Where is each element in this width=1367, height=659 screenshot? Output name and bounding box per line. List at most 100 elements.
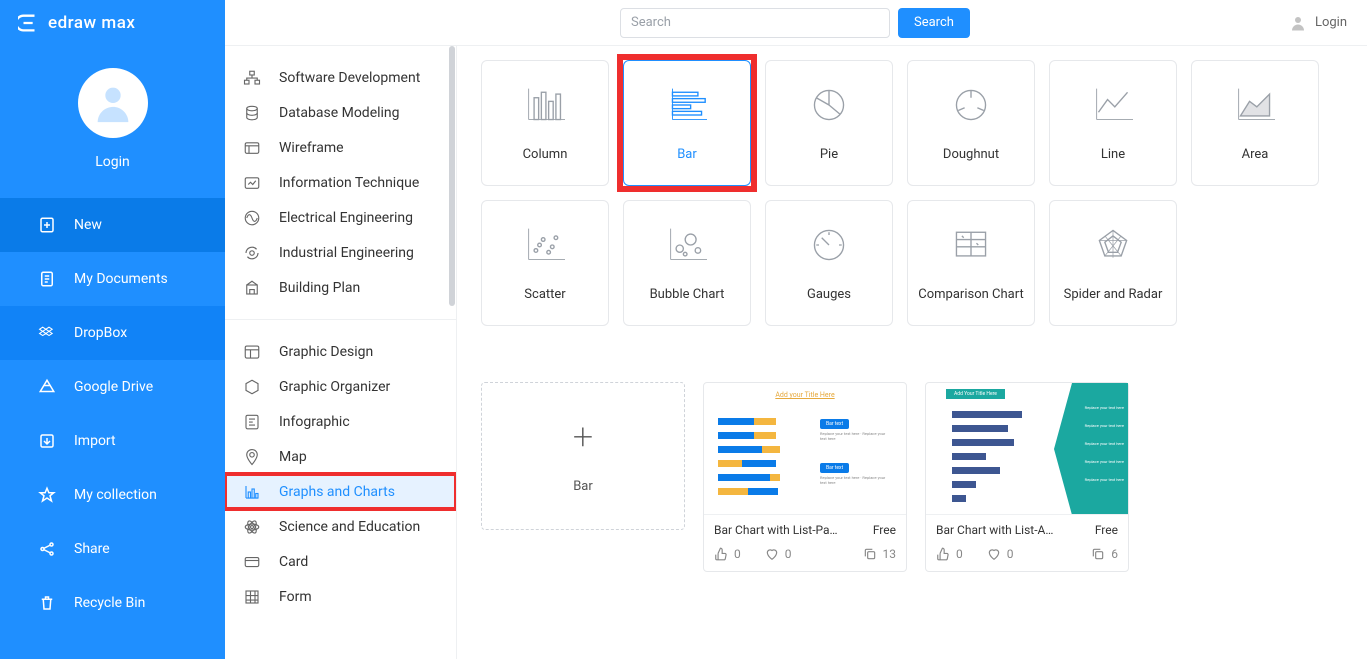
layout-icon: [243, 343, 261, 361]
trash-icon: [38, 594, 56, 612]
category-label: Database Modeling: [279, 105, 400, 121]
category-form[interactable]: Form: [225, 579, 456, 614]
search-button[interactable]: Search: [898, 8, 970, 38]
area-chart-icon: [1233, 85, 1277, 125]
chart-type-label: Bubble Chart: [650, 287, 725, 302]
chart-type-label: Area: [1242, 147, 1269, 162]
category-map[interactable]: Map: [225, 439, 456, 474]
search-input[interactable]: [620, 8, 890, 38]
plus-icon: +: [573, 419, 593, 455]
avatar-block[interactable]: Login: [0, 46, 225, 198]
scrollbar-track: [448, 46, 456, 659]
copies-stat[interactable]: 13: [863, 547, 897, 561]
favs-stat[interactable]: 0: [765, 547, 792, 561]
copy-icon: [1091, 547, 1105, 561]
category-graphic-design[interactable]: Graphic Design: [225, 334, 456, 369]
nav-item-share[interactable]: Share: [0, 522, 225, 576]
thumbs-up-icon: [714, 547, 728, 561]
preview-bars: [718, 415, 780, 499]
chart-type-bar[interactable]: Bar: [623, 60, 751, 186]
category-science-and-education[interactable]: Science and Education: [225, 509, 456, 544]
share-icon: [38, 540, 56, 558]
preview-bars: [952, 411, 1022, 509]
nav-label: Share: [74, 541, 110, 557]
chart-type-line[interactable]: Line: [1049, 60, 1177, 186]
new-blank-tile[interactable]: + Bar: [481, 382, 685, 530]
chart-icon: [243, 483, 261, 501]
category-graphs-and-charts[interactable]: Graphs and Charts: [225, 474, 456, 509]
grid-icon: [243, 588, 261, 606]
login-link[interactable]: Login: [1289, 14, 1347, 32]
nav-item-google-drive[interactable]: Google Drive: [0, 360, 225, 414]
template-name: Bar Chart with List-Pa…: [714, 523, 838, 537]
chart-type-label: Line: [1101, 147, 1125, 162]
template-card[interactable]: Add your Title Here Bar text Bar text Re…: [703, 382, 907, 572]
preview-accent: Replace your text here Replace your text…: [1072, 383, 1128, 514]
template-stats: 0 0 6: [926, 541, 1128, 571]
chart-type-comparison-chart[interactable]: Comparison Chart: [907, 200, 1035, 326]
radar-icon: [1091, 225, 1135, 265]
nav-label: DropBox: [74, 325, 127, 341]
category-infographic[interactable]: Infographic: [225, 404, 456, 439]
chart-type-spider-and-radar[interactable]: Spider and Radar: [1049, 200, 1177, 326]
gauge-icon: [807, 225, 851, 265]
category-label: Card: [279, 554, 308, 570]
org-icon: [243, 69, 261, 87]
chart-type-label: Comparison Chart: [918, 287, 1023, 302]
category-graphic-organizer[interactable]: Graphic Organizer: [225, 369, 456, 404]
logo[interactable]: edraw max: [0, 0, 225, 46]
scrollbar-thumb[interactable]: [449, 46, 455, 306]
chart-type-area[interactable]: Area: [1191, 60, 1319, 186]
nav-item-dropbox[interactable]: DropBox: [0, 306, 225, 360]
category-industrial-engineering[interactable]: Industrial Engineering: [225, 235, 456, 270]
copies-stat[interactable]: 6: [1091, 547, 1118, 561]
category-label: Form: [279, 589, 312, 605]
likes-stat[interactable]: 0: [714, 547, 741, 561]
category-card[interactable]: Card: [225, 544, 456, 579]
chart-type-column[interactable]: Column: [481, 60, 609, 186]
favs-stat[interactable]: 0: [987, 547, 1014, 561]
category-label: Building Plan: [279, 280, 360, 296]
chart-type-pie[interactable]: Pie: [765, 60, 893, 186]
nav-item-my-documents[interactable]: My Documents: [0, 252, 225, 306]
scatter-chart-icon: [523, 225, 567, 265]
category-electrical-engineering[interactable]: Electrical Engineering: [225, 200, 456, 235]
nav-list: New My Documents DropBox Google Drive Import…: [0, 198, 225, 630]
chart-type-gauges[interactable]: Gauges: [765, 200, 893, 326]
pie-chart-icon: [807, 85, 851, 125]
column-chart-icon: [523, 85, 567, 125]
nav-item-my-collection[interactable]: My collection: [0, 468, 225, 522]
category-building-plan[interactable]: Building Plan: [225, 270, 456, 305]
nav-item-new[interactable]: New: [0, 198, 225, 252]
category-database-modeling[interactable]: Database Modeling: [225, 95, 456, 130]
chart-type-bubble-chart[interactable]: Bubble Chart: [623, 200, 751, 326]
nav-item-recycle-bin[interactable]: Recycle Bin: [0, 576, 225, 630]
thumbs-up-icon: [936, 547, 950, 561]
nav-label: My Documents: [74, 271, 168, 287]
category-wireframe[interactable]: Wireframe: [225, 130, 456, 165]
chart-type-label: Gauges: [807, 287, 851, 302]
category-label: Software Development: [279, 70, 420, 86]
likes-stat[interactable]: 0: [936, 547, 963, 561]
chart-type-label: Column: [523, 147, 568, 162]
category-label: Map: [279, 449, 307, 465]
atom-icon: [243, 518, 261, 536]
category-information-technique[interactable]: Information Technique: [225, 165, 456, 200]
nav-label: Import: [74, 433, 116, 449]
nav-label: My collection: [74, 487, 157, 503]
category-label: Infographic: [279, 414, 350, 430]
category-software-development[interactable]: Software Development: [225, 60, 456, 95]
copy-icon: [863, 547, 877, 561]
preview-text: Replace your text here · Replace your te…: [820, 475, 890, 485]
nav-item-import[interactable]: Import: [0, 414, 225, 468]
card-icon: [243, 553, 261, 571]
category-label: Graphs and Charts: [279, 484, 395, 500]
chart-type-doughnut[interactable]: Doughnut: [907, 60, 1035, 186]
chart-type-scatter[interactable]: Scatter: [481, 200, 609, 326]
hex-icon: [243, 378, 261, 396]
template-name: Bar Chart with List-A…: [936, 523, 1053, 537]
logo-text: edraw max: [48, 13, 135, 33]
preview-pill: Bar text: [820, 419, 849, 429]
nav-label: New: [74, 217, 102, 233]
template-card[interactable]: Replace your text here Replace your text…: [925, 382, 1129, 572]
